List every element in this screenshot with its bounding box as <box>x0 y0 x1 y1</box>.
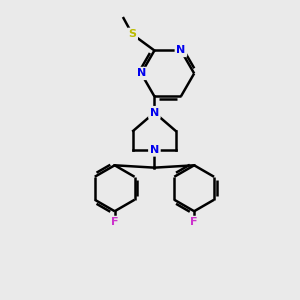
Text: N: N <box>150 145 159 155</box>
Text: N: N <box>150 108 159 118</box>
Text: N: N <box>176 46 185 56</box>
Text: S: S <box>128 29 136 39</box>
Text: F: F <box>190 218 198 227</box>
Text: N: N <box>136 68 146 78</box>
Text: F: F <box>111 218 118 227</box>
